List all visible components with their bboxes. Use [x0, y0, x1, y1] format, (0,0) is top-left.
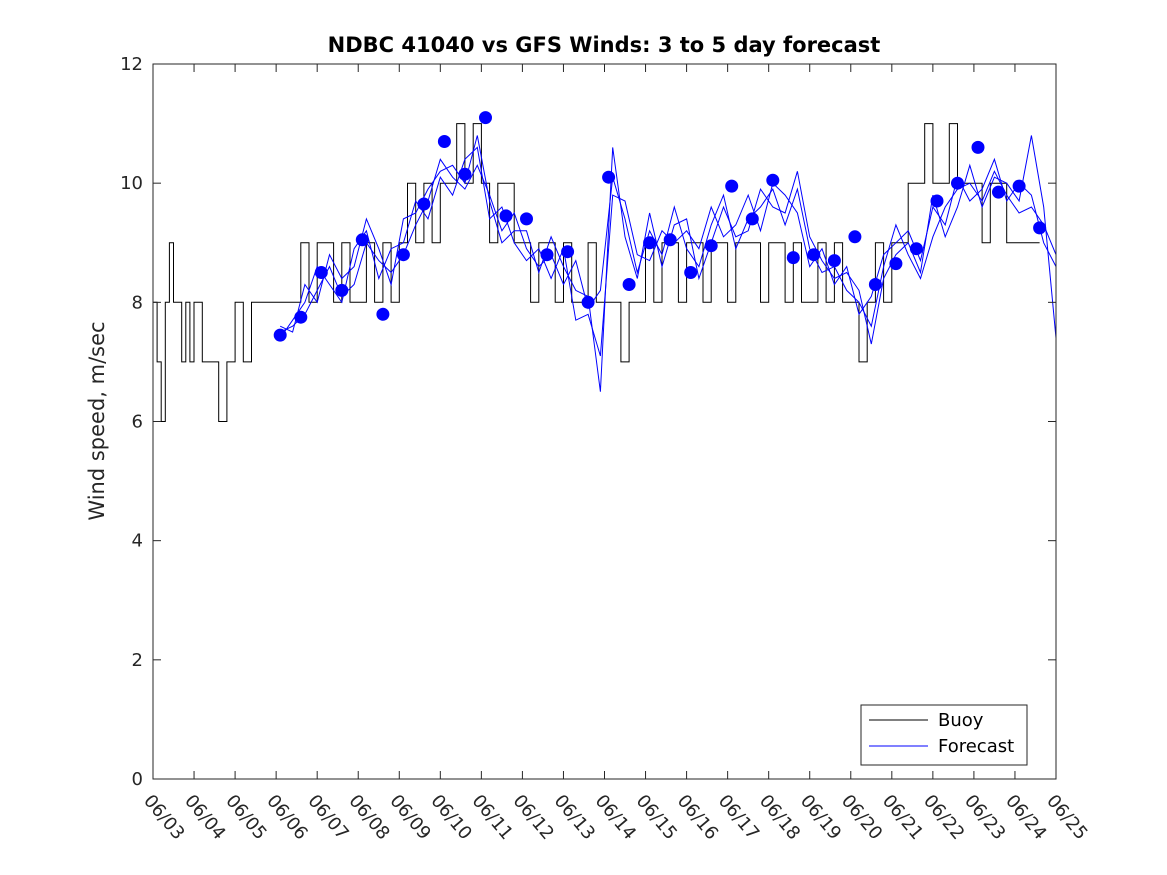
- plot-area: [153, 111, 1056, 422]
- y-tick-label: 6: [132, 412, 143, 433]
- legend: Buoy Forecast: [860, 704, 1028, 766]
- y-axis-label: Wind speed, m/sec: [85, 321, 109, 520]
- forecast-marker: [294, 310, 308, 324]
- forecast-marker: [868, 278, 882, 291]
- y-tick-label: 10: [120, 173, 143, 194]
- forecast-marker: [992, 185, 1005, 199]
- forecast-marker: [355, 233, 369, 247]
- forecast-marker: [437, 135, 451, 148]
- legend-box: [860, 704, 1028, 766]
- forecast-marker: [766, 173, 780, 187]
- y-tick-label: 12: [120, 54, 143, 75]
- forecast-marker: [458, 167, 472, 181]
- y-tick-label: 8: [132, 292, 143, 313]
- forecast-marker: [314, 266, 328, 279]
- forecast-marker: [745, 212, 759, 226]
- y-tick-label: 4: [132, 531, 143, 552]
- forecast-marker: [643, 236, 657, 250]
- forecast-marker: [930, 194, 944, 208]
- forecast-marker: [971, 140, 985, 154]
- forecast-marker: [479, 111, 492, 125]
- y-tick-label: 0: [132, 769, 143, 790]
- forecast-marker: [499, 209, 513, 223]
- forecast-marker: [602, 170, 616, 184]
- forecast-marker: [335, 283, 349, 297]
- forecast-marker: [951, 176, 964, 190]
- plot-clip-group: [153, 111, 1056, 422]
- legend-forecast-label: Forecast: [938, 736, 1014, 757]
- forecast-marker: [581, 295, 595, 309]
- forecast-marker: [663, 233, 677, 247]
- forecast-marker: [889, 257, 903, 271]
- forecast-marker: [396, 248, 410, 262]
- forecast-marker: [417, 197, 431, 211]
- forecast-marker: [1033, 221, 1047, 235]
- forecast-marker: [561, 245, 575, 259]
- forecast-series-line-1: [279, 158, 1056, 333]
- forecast-marker: [704, 239, 718, 253]
- forecast-marker: [540, 248, 554, 262]
- forecast-marker: [273, 328, 287, 342]
- legend-buoy-label: Buoy: [938, 710, 984, 731]
- forecast-marker: [807, 248, 821, 262]
- forecast-marker: [622, 278, 636, 291]
- forecast-marker: [848, 230, 862, 244]
- y-tick-label: 2: [132, 650, 143, 671]
- chart-title: NDBC 41040 vs GFS Winds: 3 to 5 day fore…: [328, 33, 881, 57]
- forecast-marker: [909, 242, 923, 256]
- forecast-marker: [520, 212, 533, 226]
- forecast-marker: [725, 179, 739, 193]
- forecast-marker: [827, 254, 841, 268]
- forecast-marker: [684, 266, 698, 279]
- forecast-marker: [1012, 179, 1026, 193]
- buoy-series-line: [153, 123, 1040, 422]
- forecast-marker: [786, 251, 800, 265]
- forecast-marker: [376, 307, 390, 321]
